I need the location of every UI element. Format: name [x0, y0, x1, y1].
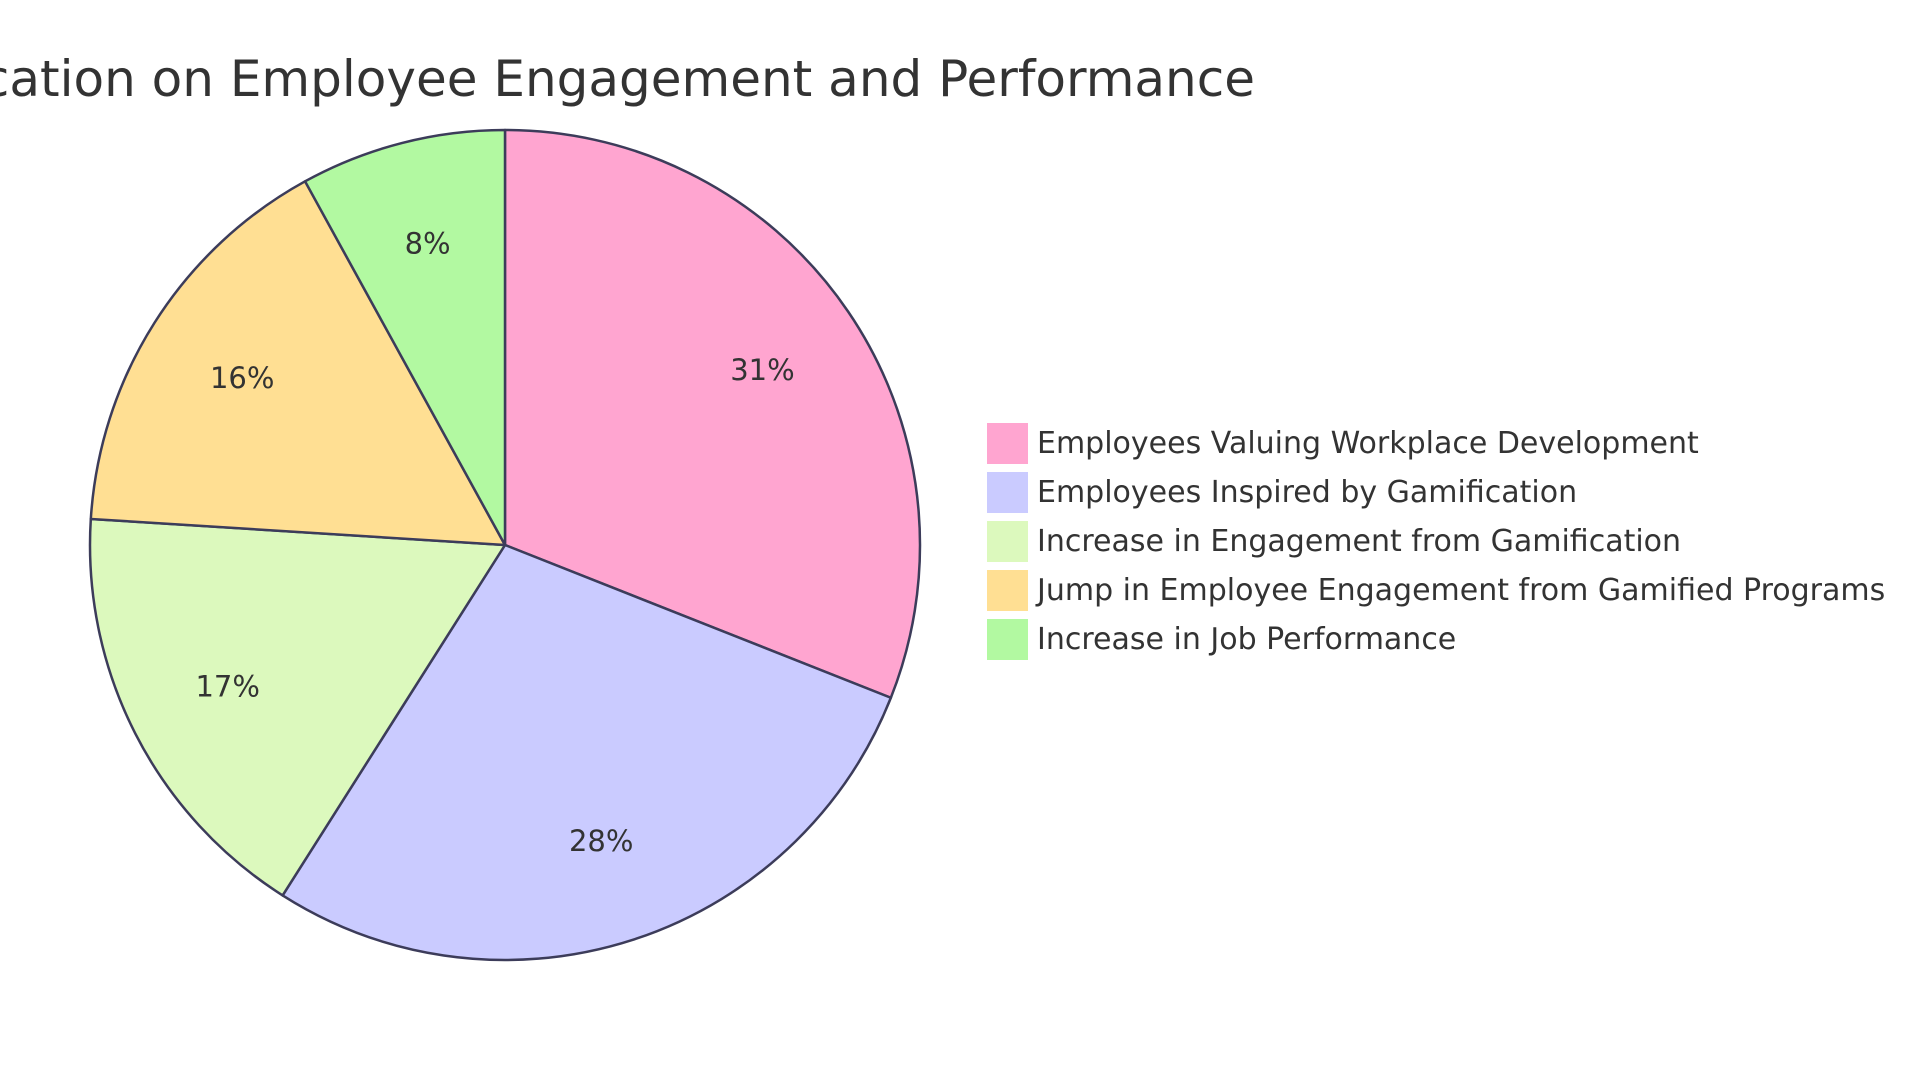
legend-label-1: Employees Inspired by Gamification	[1037, 475, 1577, 510]
pie-slices	[88, 128, 922, 962]
pie-slice-1	[281, 543, 893, 962]
legend-item-1: Employees Inspired by Gamification	[987, 472, 1577, 513]
legend-item-4: Increase in Job Performance	[987, 619, 1456, 660]
legend-swatch-1	[987, 472, 1028, 513]
legend-label-0: Employees Valuing Workplace Development	[1037, 426, 1699, 461]
legend-swatch-4	[987, 619, 1028, 660]
pie-slice-0	[503, 128, 922, 700]
legend-item-0: Employees Valuing Workplace Development	[987, 423, 1699, 464]
legend-swatch-0	[987, 423, 1028, 464]
legend-item-3: Jump in Employee Engagement from Gamifie…	[987, 570, 1885, 611]
legend-swatch-3	[987, 570, 1028, 611]
pie-slice-4	[303, 128, 507, 547]
legend-label-3: Jump in Employee Engagement from Gamifie…	[1035, 573, 1885, 608]
slice-value-label-3: 16%	[210, 361, 274, 395]
legend-swatch-2	[987, 521, 1028, 562]
legend-label-4: Increase in Job Performance	[1037, 622, 1456, 657]
pie-slice-labels: 31% 28% 17% 16% 8%	[195, 227, 794, 858]
chart-title: Impact of Gamification on Employee Engag…	[0, 50, 1255, 108]
legend: Employees Valuing Workplace Development E…	[987, 423, 1885, 660]
slice-value-label-4: 8%	[405, 227, 451, 261]
legend-item-2: Increase in Engagement from Gamification	[987, 521, 1681, 562]
slice-value-label-2: 17%	[195, 669, 259, 703]
pie-slice-2	[88, 517, 507, 897]
slice-value-label-1: 28%	[569, 824, 633, 858]
slice-value-label-0: 31%	[730, 353, 794, 387]
legend-label-2: Increase in Engagement from Gamification	[1037, 524, 1681, 559]
pie-slice-3	[89, 180, 507, 547]
